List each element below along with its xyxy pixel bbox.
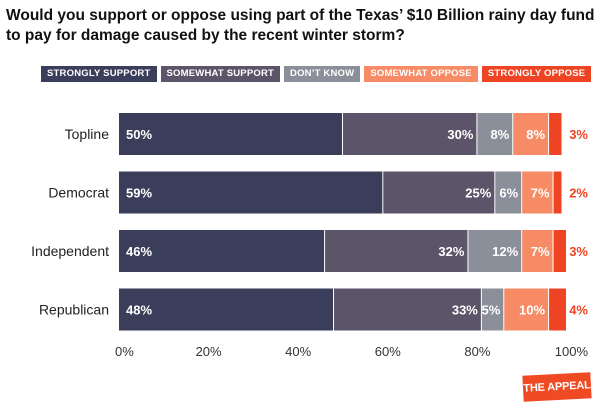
bar-segment-topline-5 bbox=[549, 113, 562, 155]
data-label-independent-5: 3% bbox=[569, 244, 588, 259]
data-label-republican-2: 33% bbox=[452, 303, 478, 318]
data-label-democrat-1: 59% bbox=[126, 186, 152, 201]
data-label-independent-3: 12% bbox=[492, 244, 518, 259]
legend-item-strongly-oppose: STRONGLY OPPOSE bbox=[481, 66, 592, 82]
data-label-democrat-5: 2% bbox=[569, 186, 588, 201]
category-label-democrat: Democrat bbox=[48, 185, 109, 201]
data-label-republican-4: 10% bbox=[519, 303, 545, 318]
data-label-topline-2: 30% bbox=[447, 127, 473, 142]
data-label-topline-4: 8% bbox=[526, 127, 545, 142]
data-label-independent-2: 32% bbox=[438, 244, 464, 259]
legend: STRONGLY SUPPORT SOMEWHAT SUPPORT DON’T KN… bbox=[41, 66, 592, 82]
data-label-topline-3: 8% bbox=[490, 127, 509, 142]
bar-segment-republican-5 bbox=[549, 288, 566, 331]
bar-segment-republican-4 bbox=[504, 288, 549, 331]
legend-item-don-t-know: DON’T KNOW bbox=[284, 66, 361, 82]
x-tick-label-1: 20% bbox=[196, 344, 222, 359]
category-label-republican: Republican bbox=[39, 302, 109, 318]
bar-segment-democrat-5 bbox=[553, 171, 562, 214]
bar-segment-independent-3 bbox=[468, 230, 522, 272]
bar-segment-topline-3 bbox=[477, 113, 513, 155]
bar-segment-topline-2 bbox=[343, 113, 477, 155]
bar-segment-democrat-4 bbox=[522, 171, 553, 214]
data-label-democrat-2: 25% bbox=[465, 186, 491, 201]
legend-item-somewhat-oppose: SOMEWHAT OPPOSE bbox=[364, 66, 478, 82]
bar-segment-democrat-1 bbox=[119, 171, 383, 214]
x-tick-label-5: 100% bbox=[555, 344, 589, 359]
bar-segment-democrat-3 bbox=[495, 171, 522, 214]
bar-segment-topline-1 bbox=[119, 113, 342, 155]
bar-segment-independent-4 bbox=[522, 230, 553, 272]
data-label-independent-1: 46% bbox=[126, 244, 152, 259]
data-label-topline-1: 50% bbox=[126, 127, 152, 142]
bar-segment-democrat-2 bbox=[383, 171, 495, 214]
data-label-democrat-4: 7% bbox=[531, 186, 550, 201]
bar-segment-independent-1 bbox=[119, 230, 325, 272]
legend-item-strongly-support: STRONGLY SUPPORT bbox=[41, 66, 157, 82]
data-label-republican-1: 48% bbox=[126, 303, 152, 318]
bar-segment-independent-2 bbox=[325, 230, 468, 272]
x-tick-label-3: 60% bbox=[375, 344, 401, 359]
bar-segment-republican-1 bbox=[119, 288, 334, 331]
data-label-republican-3: 5% bbox=[481, 303, 500, 318]
legend-item-somewhat-support: SOMEWHAT SUPPORT bbox=[160, 66, 281, 82]
the-appeal-logo: THE APPEAL bbox=[522, 372, 592, 402]
data-label-independent-4: 7% bbox=[531, 244, 550, 259]
bar-segment-republican-3 bbox=[481, 288, 504, 331]
chart-title: Would you support or oppose using part o… bbox=[6, 7, 595, 44]
x-tick-label-2: 40% bbox=[285, 344, 311, 359]
data-label-republican-5: 4% bbox=[569, 303, 588, 318]
category-label-topline: Topline bbox=[65, 126, 110, 142]
category-label-independent: Independent bbox=[31, 243, 109, 259]
data-label-democrat-3: 6% bbox=[499, 186, 518, 201]
x-tick-label-4: 80% bbox=[464, 344, 490, 359]
bar-segment-topline-4 bbox=[513, 113, 549, 155]
x-tick-label-0: 0% bbox=[115, 344, 134, 359]
bar-segment-independent-5 bbox=[553, 230, 566, 272]
data-label-topline-5: 3% bbox=[569, 127, 588, 142]
bar-segment-republican-2 bbox=[334, 288, 481, 331]
